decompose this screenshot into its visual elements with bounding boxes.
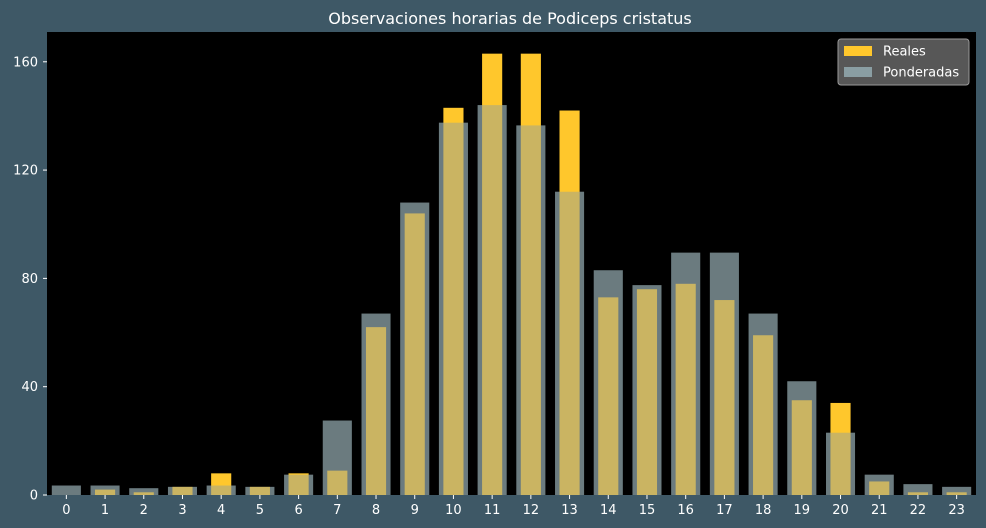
x-tick-label-20: 20 [832, 503, 849, 518]
x-tick-label-16: 16 [677, 503, 694, 518]
x-tick-label-8: 8 [372, 503, 380, 518]
x-tick-label-23: 23 [948, 503, 965, 518]
bar-reales-12 [520, 53, 541, 495]
bar-ponderadas-overlay-15 [632, 285, 662, 495]
x-tick-label-15: 15 [639, 503, 656, 518]
bar-reales-11 [482, 53, 503, 495]
x-tick-label-3: 3 [178, 503, 186, 518]
x-tick-label-22: 22 [910, 503, 927, 518]
bar-ponderadas-22 [903, 484, 933, 495]
plot-area [47, 32, 976, 495]
legend-swatch-reales [844, 46, 872, 56]
bar-ponderadas-overlay-6 [284, 474, 314, 495]
bar-ponderadas-overlay-14 [593, 270, 623, 495]
bar-ponderadas-overlay-12 [516, 125, 546, 495]
x-tick-label-9: 9 [411, 503, 419, 518]
bar-ponderadas-overlay-5 [245, 486, 275, 495]
legend: Reales Ponderadas [837, 38, 970, 86]
y-axis: 0 40 80 120 160 [13, 55, 47, 504]
y-tick-label-160: 160 [13, 55, 38, 70]
x-tick-label-2: 2 [140, 503, 148, 518]
bar-ponderadas-overlay-20 [826, 432, 856, 495]
bar-reales-19 [791, 400, 812, 495]
bar-reales-13 [559, 110, 580, 495]
bar-reales-20 [830, 402, 851, 495]
bar-ponderadas-overlay-18 [748, 313, 778, 495]
series-reales [94, 53, 967, 495]
bar-ponderadas-overlay-7 [322, 420, 352, 495]
x-tick-label-10: 10 [445, 503, 462, 518]
bar-ponderadas-overlay-9 [400, 202, 430, 495]
bar-reales-2 [133, 492, 154, 495]
bar-reales-23 [946, 492, 967, 495]
bar-reales-10 [443, 107, 464, 495]
x-tick-label-17: 17 [716, 503, 733, 518]
bar-ponderadas-overlay-11 [477, 105, 507, 496]
series-ponderadas-overlay [51, 105, 972, 496]
bar-reales-16 [675, 283, 696, 495]
bar-reales-3 [172, 486, 193, 495]
x-tick-label-18: 18 [755, 503, 772, 518]
x-tick-label-4: 4 [217, 503, 225, 518]
bar-reales-18 [753, 335, 774, 495]
bar-ponderadas-overlay-0 [51, 485, 81, 495]
bar-reales-8 [365, 327, 387, 495]
x-tick-label-0: 0 [62, 503, 70, 518]
bar-ponderadas-overlay-23 [942, 486, 972, 495]
bar-reales-21 [869, 481, 890, 495]
bar-ponderadas-overlay-3 [167, 486, 197, 495]
bar-ponderadas-23 [942, 486, 972, 495]
bar-reales-14 [598, 297, 619, 495]
bar-ponderadas-overlay-10 [438, 122, 468, 495]
x-tick-label-6: 6 [294, 503, 302, 518]
x-tick-label-14: 14 [600, 503, 617, 518]
bar-reales-7 [327, 470, 348, 495]
y-tick-label-40: 40 [21, 380, 38, 395]
bar-ponderadas-0 [51, 485, 81, 495]
bar-reales-9 [404, 213, 425, 495]
bar-ponderadas-overlay-16 [671, 252, 701, 495]
bar-ponderadas-overlay-13 [555, 191, 585, 495]
x-tick-label-7: 7 [333, 503, 341, 518]
bar-ponderadas-overlay-19 [787, 381, 817, 495]
y-tick-label-0: 0 [30, 489, 38, 504]
y-tick-label-80: 80 [21, 272, 38, 287]
legend-swatch-ponderadas [844, 67, 872, 77]
x-tick-label-12: 12 [523, 503, 540, 518]
bar-ponderadas-overlay-4 [206, 485, 236, 495]
x-tick-label-11: 11 [484, 503, 501, 518]
bar-reales-17 [714, 300, 735, 495]
bar-reales-5 [249, 486, 270, 495]
bar-ponderadas-2 [129, 488, 159, 495]
legend-label-ponderadas: Ponderadas [883, 66, 959, 81]
bar-ponderadas-overlay-1 [90, 485, 120, 495]
x-tick-label-21: 21 [871, 503, 888, 518]
bar-reales-1 [94, 489, 116, 495]
bar-ponderadas-overlay-2 [129, 488, 159, 495]
bar-ponderadas-overlay-22 [903, 484, 933, 495]
y-tick-label-120: 120 [13, 164, 38, 179]
legend-label-reales: Reales [883, 45, 926, 60]
bar-ponderadas-overlay-8 [361, 313, 391, 495]
bar-reales-4 [211, 473, 232, 495]
x-tick-label-1: 1 [101, 503, 109, 518]
bar-ponderadas-overlay-21 [864, 474, 894, 495]
bar-ponderadas-overlay-17 [709, 252, 739, 495]
x-tick-label-19: 19 [794, 503, 811, 518]
x-tick-label-13: 13 [561, 503, 578, 518]
chart-title: Observaciones horarias de Podiceps crist… [328, 9, 692, 28]
bar-reales-15 [636, 289, 658, 495]
bar-reales-6 [288, 473, 309, 495]
bar-reales-22 [907, 492, 929, 495]
x-axis: 0 1 2 3 4 5 6 7 8 9 10 11 12 13 14 15 16 17 18 19 20 21 22 23 [62, 495, 965, 518]
x-tick-label-5: 5 [256, 503, 264, 518]
